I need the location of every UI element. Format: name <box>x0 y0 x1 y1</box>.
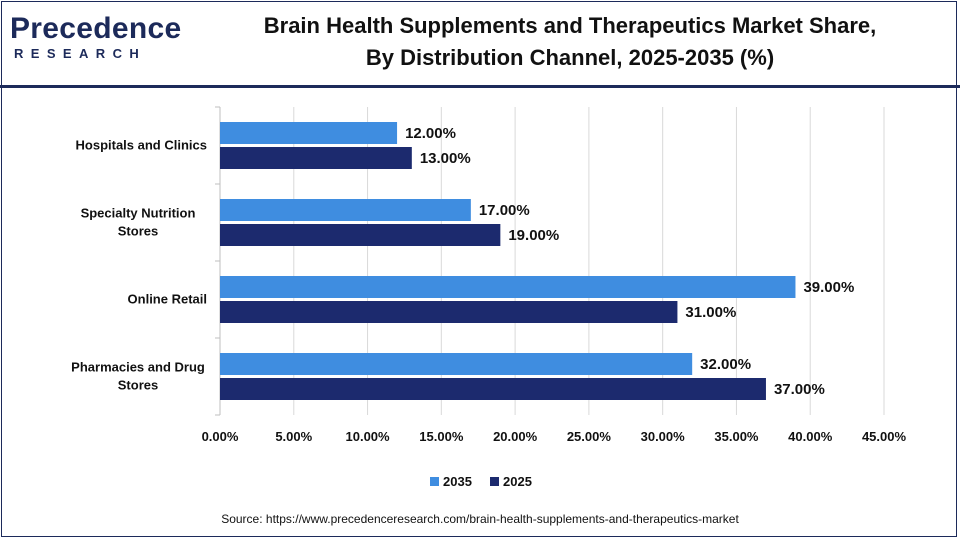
chart-title-line-1: Brain Health Supplements and Therapeutic… <box>263 13 877 38</box>
x-tick-label: 20.00% <box>493 429 538 444</box>
category-label: Pharmacies and Drug <box>71 360 205 375</box>
legend-label-2035: 2035 <box>443 474 472 489</box>
x-tick-label: 0.00% <box>202 429 239 444</box>
category-label: Specialty Nutrition <box>81 206 196 221</box>
x-tick-label: 35.00% <box>714 429 759 444</box>
category-label: Online Retail <box>128 292 207 307</box>
data-label: 37.00% <box>774 381 825 398</box>
bar-2035 <box>220 199 471 221</box>
x-tick-label: 15.00% <box>419 429 464 444</box>
data-label: 19.00% <box>508 227 559 244</box>
header-divider <box>0 85 960 88</box>
bar-2035 <box>220 353 693 375</box>
bar-2025 <box>220 301 678 323</box>
logo-wordmark: Precedence <box>10 12 182 45</box>
company-logo: Precedence RESEARCH <box>10 12 181 72</box>
chart-title: Brain Health Supplements and Therapeutic… <box>190 10 950 74</box>
category-label: Hospitals and Clinics <box>76 138 207 153</box>
x-tick-label: 10.00% <box>346 429 391 444</box>
category-label: Stores <box>118 224 158 239</box>
bar-2035 <box>220 122 398 144</box>
data-label: 13.00% <box>420 150 471 167</box>
x-tick-label: 25.00% <box>567 429 612 444</box>
data-label: 12.00% <box>405 125 456 142</box>
x-tick-label: 30.00% <box>641 429 686 444</box>
x-tick-label: 40.00% <box>788 429 833 444</box>
x-tick-label: 45.00% <box>862 429 907 444</box>
data-label: 39.00% <box>803 279 854 296</box>
legend-swatch-2035 <box>430 477 439 486</box>
data-label: 32.00% <box>700 356 751 373</box>
category-label: Stores <box>118 378 158 393</box>
bar-2035 <box>220 276 796 298</box>
data-label: 31.00% <box>685 304 736 321</box>
logo-subtext: RESEARCH <box>14 46 147 61</box>
bar-2025 <box>220 224 501 246</box>
legend-label-2025: 2025 <box>503 474 532 489</box>
bar-2025 <box>220 378 766 400</box>
chart-title-line-2: By Distribution Channel, 2025-2035 (%) <box>365 45 775 70</box>
bar-2025 <box>220 147 412 169</box>
legend-swatch-2025 <box>490 477 499 486</box>
source-note: Source: https://www.precedenceresearch.c… <box>221 512 739 526</box>
x-tick-label: 5.00% <box>275 429 312 444</box>
header: Precedence RESEARCH Brain Health Supplem… <box>0 0 960 84</box>
data-label: 17.00% <box>479 202 530 219</box>
